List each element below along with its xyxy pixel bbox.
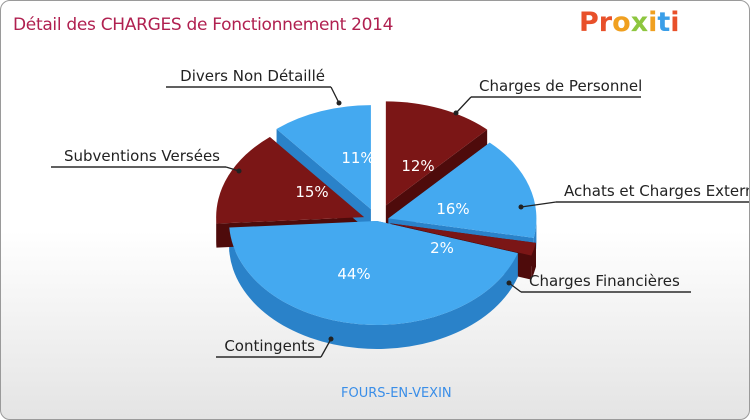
- pie-slice: [388, 142, 537, 238]
- slice-category-label: Divers Non Détaillé: [180, 67, 325, 85]
- logo-letter: i: [670, 7, 680, 38]
- pie-slice: [390, 223, 536, 256]
- slice-percent-label: 12%: [401, 157, 434, 175]
- proxiti-logo: Proxiti: [579, 7, 680, 38]
- slice-category-label: Charges de Personnel: [479, 77, 642, 95]
- leader-dot: [518, 204, 524, 210]
- logo-letter: P: [579, 7, 599, 38]
- slice-category-label: Charges Financières: [529, 272, 680, 290]
- logo-letter: o: [612, 7, 631, 38]
- leader-line: [330, 86, 340, 104]
- leader-dot: [336, 100, 342, 106]
- commune-name: FOURS-EN-VEXIN: [341, 386, 452, 401]
- leader-line: [520, 201, 557, 208]
- slice-side: [229, 227, 518, 349]
- slice-category-label: Contingents: [224, 337, 315, 355]
- leader-dot: [506, 280, 512, 286]
- pie-slice: [385, 101, 488, 206]
- leader-dot: [453, 110, 459, 116]
- leader-line: [320, 338, 332, 358]
- leader-dot: [236, 168, 242, 174]
- logo-letter: t: [657, 7, 671, 38]
- logo-letter: r: [598, 7, 613, 38]
- pie-slice: [229, 221, 518, 325]
- slice-category-label: Subventions Versées: [64, 147, 220, 165]
- chart-title: Détail des CHARGES de Fonctionnement 201…: [13, 15, 394, 35]
- slice-percent-label: 15%: [295, 183, 328, 201]
- logo-letter: i: [648, 7, 658, 38]
- slice-percent-label: 11%: [341, 149, 374, 167]
- slice-percent-label: 2%: [430, 239, 454, 257]
- slice-percent-label: 44%: [337, 265, 370, 283]
- leader-line: [455, 96, 472, 114]
- slice-percent-label: 16%: [436, 200, 469, 218]
- pie-slice: [276, 105, 371, 210]
- pie-slice: [216, 136, 365, 224]
- slice-category-label: Achats et Charges Externes: [564, 182, 750, 200]
- logo-letter: x: [630, 7, 649, 38]
- leader-dot: [328, 336, 334, 342]
